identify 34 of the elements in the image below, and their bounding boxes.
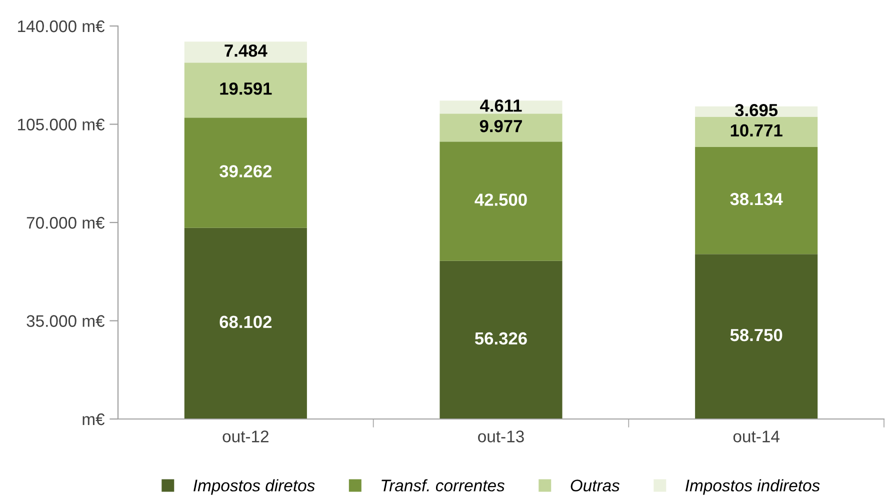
legend-label: Impostos indiretos — [686, 479, 820, 495]
bar — [440, 114, 562, 142]
y-tick-label: 35.000 m€ — [26, 315, 105, 327]
x-tick-label: out-12 — [222, 430, 268, 442]
bar — [184, 42, 307, 63]
y-tick-label: m€ — [82, 413, 105, 426]
legend-label: Impostos diretos — [194, 479, 315, 495]
data-label: 58.750 — [730, 328, 782, 342]
data-label: 3.695 — [735, 104, 778, 116]
y-tick-label: 140.000 m€ — [18, 20, 105, 32]
data-label: 56.326 — [474, 332, 527, 345]
bar — [184, 62, 307, 118]
x-tick-label: out-13 — [478, 430, 524, 442]
legend-label: Transf. correntes — [382, 479, 505, 492]
data-label: 42.500 — [474, 194, 527, 206]
y-tick-label: 105.000 m€ — [18, 118, 105, 130]
bar — [184, 228, 307, 419]
x-tick-label: out-14 — [733, 430, 780, 442]
data-label: 38.134 — [730, 192, 783, 206]
data-label: 10.771 — [730, 124, 782, 137]
data-label: 19.591 — [220, 82, 272, 95]
bar — [440, 260, 562, 419]
data-label: 7.484 — [224, 44, 268, 57]
data-label: 68.102 — [220, 316, 272, 328]
bar — [695, 254, 818, 419]
bar — [695, 147, 818, 254]
bar — [440, 142, 562, 261]
bar — [695, 116, 818, 148]
bar — [184, 118, 307, 228]
data-label: 9.977 — [480, 120, 522, 132]
y-tick-label: 70.000 m€ — [26, 216, 105, 229]
data-label: 39.262 — [220, 165, 272, 178]
data-label: 4.611 — [480, 99, 522, 112]
legend-label: Outras — [570, 480, 620, 492]
